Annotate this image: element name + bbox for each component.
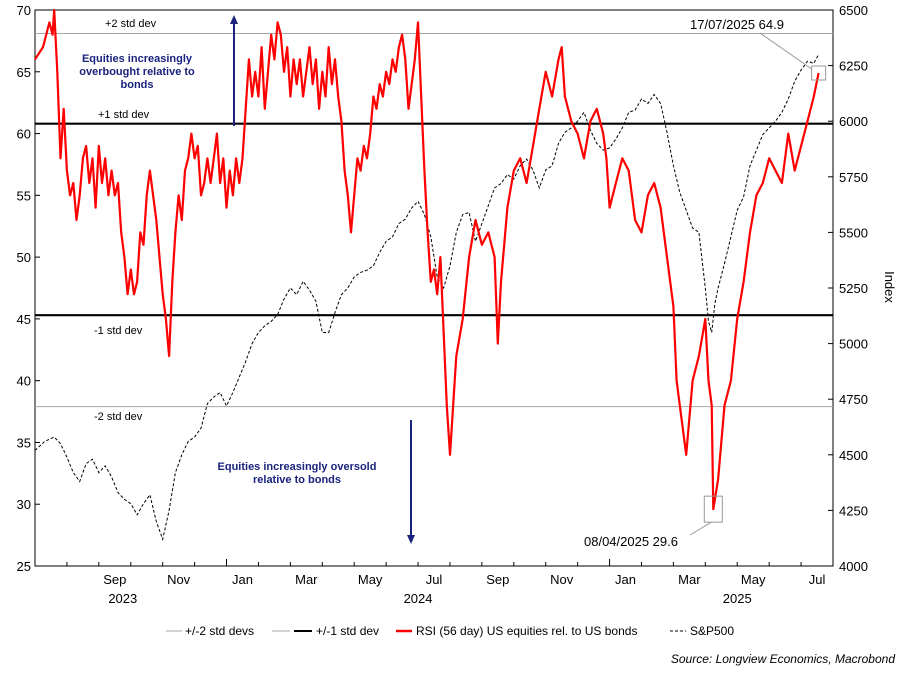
right-tick-label: 4250 xyxy=(839,503,868,518)
left-tick-label: 65 xyxy=(17,65,31,80)
x-tick-label: Sep xyxy=(103,572,126,587)
x-tick-label: Jul xyxy=(426,572,443,587)
minus1-label: -1 std dev xyxy=(94,325,143,337)
right-tick-label: 6250 xyxy=(839,59,868,74)
legend-label-1std: +/-1 std dev xyxy=(316,624,379,638)
left-tick-label: 55 xyxy=(17,188,31,203)
overbought-annotation-line1: Equities increasingly xyxy=(82,53,193,65)
right-tick-label: 5750 xyxy=(839,170,868,185)
right-tick-label: 5250 xyxy=(839,281,868,296)
x-tick-label: Mar xyxy=(678,572,701,587)
right-tick-label: 4000 xyxy=(839,559,868,574)
left-tick-label: 45 xyxy=(17,312,31,327)
right-tick-label: 4500 xyxy=(839,448,868,463)
left-tick-label: 70 xyxy=(17,3,31,18)
x-tick-label: Nov xyxy=(550,572,574,587)
x-tick-label: May xyxy=(741,572,766,587)
point-callouts: 17/07/2025 64.9 08/04/2025 29.6 xyxy=(584,17,827,549)
overbought-annotation-line2: overbought relative to xyxy=(79,66,195,78)
rsi-series-line xyxy=(34,8,820,511)
left-axis-ticks: 25 30 35 40 45 50 55 60 65 70 xyxy=(17,3,40,574)
x-tick-label: Jan xyxy=(232,572,253,587)
oversold-annotation-line2: relative to bonds xyxy=(253,474,341,486)
x-tick-label: Jul xyxy=(809,572,826,587)
reference-lines xyxy=(35,32,833,408)
high-point-label: 17/07/2025 64.9 xyxy=(690,17,784,32)
left-tick-label: 30 xyxy=(17,497,31,512)
x-year-label: 2024 xyxy=(404,591,433,606)
minus2-label: -2 std dev xyxy=(94,411,143,423)
x-axis-ticks: Sep Nov Jan Mar May Jul Sep Nov Jan Mar May Jul 2023… xyxy=(34,559,834,606)
left-tick-label: 60 xyxy=(17,127,31,142)
right-axis-label: Index xyxy=(882,271,897,303)
left-tick-label: 25 xyxy=(17,559,31,574)
x-tick-label: Nov xyxy=(167,572,191,587)
x-year-label: 2023 xyxy=(108,591,137,606)
source-note: Source: Longview Economics, Macrobond xyxy=(671,652,895,666)
plus1-label: +1 std dev xyxy=(98,109,150,121)
up-arrow-icon xyxy=(230,15,238,126)
right-tick-label: 5000 xyxy=(839,337,868,352)
high-point-leader xyxy=(759,32,812,70)
x-tick-label: Jan xyxy=(615,572,636,587)
legend-label-sp500: S&P500 xyxy=(690,624,734,638)
legend-label-rsi: RSI (56 day) US equities rel. to US bond… xyxy=(416,624,637,638)
right-tick-label: 6000 xyxy=(839,114,868,129)
legend: +/-2 std devs +/-1 std dev RSI (56 day) … xyxy=(166,624,734,638)
right-tick-label: 4750 xyxy=(839,392,868,407)
low-point-leader xyxy=(689,521,712,536)
x-tick-label: May xyxy=(358,572,383,587)
high-point-box xyxy=(811,65,827,81)
down-arrow-icon xyxy=(407,420,415,544)
right-tick-label: 5500 xyxy=(839,225,868,240)
low-point-label: 08/04/2025 29.6 xyxy=(584,534,678,549)
left-tick-label: 40 xyxy=(17,374,31,389)
plus2-label: +2 std dev xyxy=(105,18,157,30)
low-point-box xyxy=(703,495,723,523)
legend-label-2std: +/-2 std devs xyxy=(185,624,254,638)
x-year-label: 2025 xyxy=(723,591,752,606)
left-tick-label: 35 xyxy=(17,435,31,450)
left-tick-label: 50 xyxy=(17,250,31,265)
overbought-annotation-line3: bonds xyxy=(121,79,154,91)
right-axis-ticks: 4000 4250 4500 4750 5000 5250 5500 5750 6000 6250… xyxy=(828,3,868,574)
sp500-series-line xyxy=(34,54,820,542)
x-tick-label: Sep xyxy=(486,572,509,587)
x-tick-label: Mar xyxy=(295,572,318,587)
right-tick-label: 6500 xyxy=(839,3,868,18)
oversold-annotation-line1: Equities increasingly oversold xyxy=(218,461,377,473)
